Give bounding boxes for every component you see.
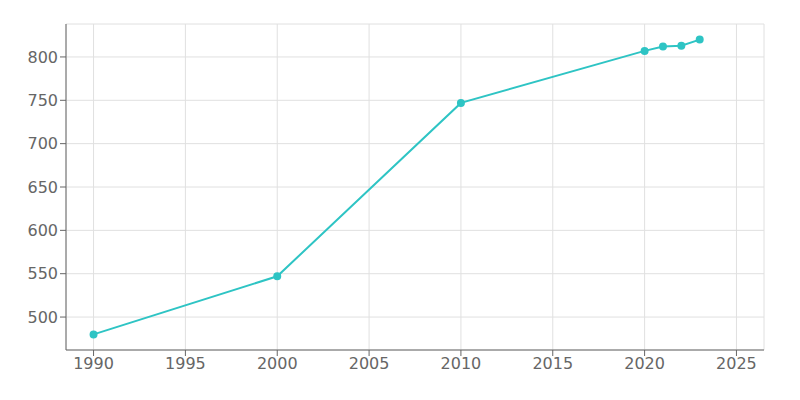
svg-text:600: 600 xyxy=(27,221,58,240)
svg-text:2015: 2015 xyxy=(532,354,573,373)
svg-text:2000: 2000 xyxy=(257,354,298,373)
svg-text:500: 500 xyxy=(27,308,58,327)
svg-text:550: 550 xyxy=(27,264,58,283)
svg-text:700: 700 xyxy=(27,134,58,153)
svg-text:800: 800 xyxy=(27,48,58,67)
svg-text:1990: 1990 xyxy=(73,354,114,373)
svg-text:750: 750 xyxy=(27,91,58,110)
svg-text:2020: 2020 xyxy=(624,354,665,373)
svg-text:2010: 2010 xyxy=(441,354,482,373)
svg-text:1995: 1995 xyxy=(165,354,206,373)
svg-text:650: 650 xyxy=(27,178,58,197)
svg-text:2005: 2005 xyxy=(349,354,390,373)
svg-text:2025: 2025 xyxy=(716,354,757,373)
